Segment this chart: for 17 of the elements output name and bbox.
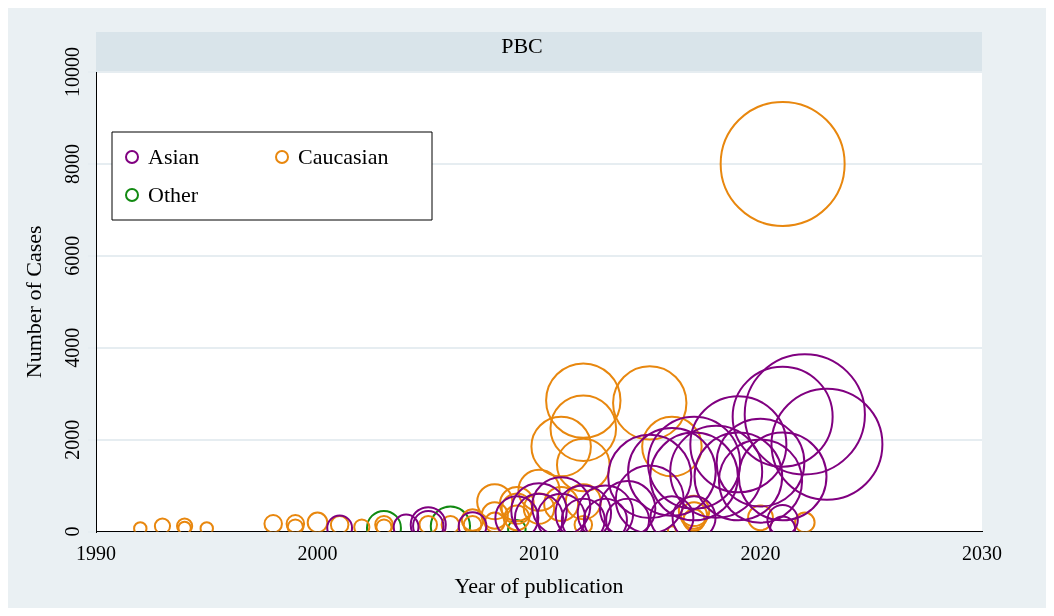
x-tick-label: 2020 xyxy=(740,541,781,564)
legend-label: Other xyxy=(148,181,199,207)
x-tick-label: 2010 xyxy=(519,541,559,564)
x-tick-label: 1990 xyxy=(76,541,116,564)
y-tick-label: 8000 xyxy=(61,143,84,184)
y-tick-label: 6000 xyxy=(61,235,84,276)
y-axis-title: Number of Cases xyxy=(20,225,46,379)
y-tick-label: 2000 xyxy=(61,419,84,460)
legend-label: Caucasian xyxy=(298,143,389,169)
x-axis-title: Year of publication xyxy=(454,572,624,598)
y-tick-label: 10000 xyxy=(61,47,84,97)
y-tick-label: 0 xyxy=(61,526,84,537)
y-tick-label: 4000 xyxy=(61,327,84,368)
x-tick-label: 2000 xyxy=(297,541,338,564)
chart-title: PBC xyxy=(501,32,543,58)
x-tick-label: 2030 xyxy=(962,541,1002,564)
legend-label: Asian xyxy=(148,143,200,169)
